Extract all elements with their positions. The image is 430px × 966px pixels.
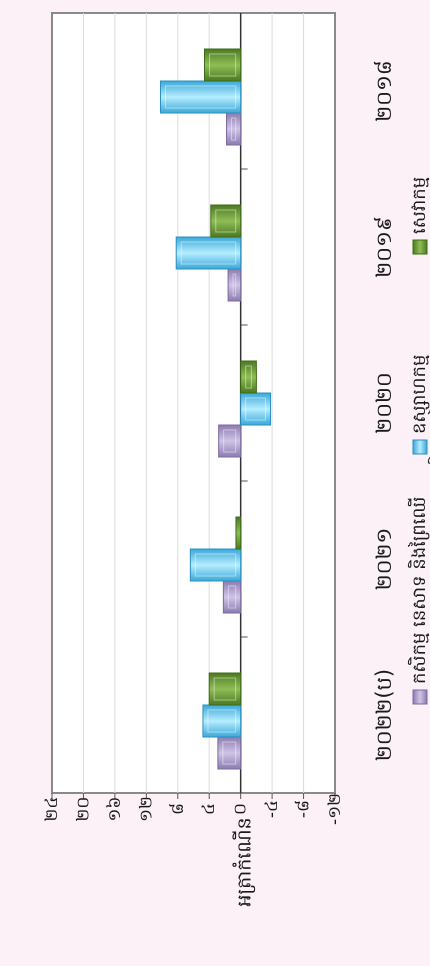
value-tick-label: -១២ xyxy=(325,793,345,825)
bar-bevel xyxy=(213,677,237,701)
bar-1-3 xyxy=(218,424,242,458)
legend-swatch xyxy=(412,689,428,705)
bar-3-4 xyxy=(235,516,242,550)
legend-swatch xyxy=(412,239,428,255)
axis-title: អត្រាកំណើន xyxy=(232,817,256,906)
plot-area xyxy=(51,12,336,799)
value-tick-label: -៤ xyxy=(262,800,282,818)
value-tick-label: ៤ xyxy=(199,803,219,815)
bar-bevel xyxy=(207,709,237,733)
bar-bevel xyxy=(164,85,237,109)
category-label: ២០១៨ xyxy=(372,60,396,122)
bar-2-4 xyxy=(189,548,242,582)
legend-label: ឧស្សាហកម្ម xyxy=(409,355,430,434)
legend-label: សេវាកម្ម xyxy=(409,177,430,234)
bar-bevel xyxy=(231,117,237,141)
bar-3-1 xyxy=(204,48,242,82)
bar-bevel xyxy=(209,53,237,77)
bar-3-5 xyxy=(208,672,242,706)
bar-2-3 xyxy=(240,392,272,426)
value-tick-label: ២០ xyxy=(73,797,93,822)
value-tick-label: ២៤ xyxy=(42,797,62,822)
value-tick-label: ០ xyxy=(231,803,251,815)
bar-bevel xyxy=(194,553,237,577)
bar-bevel xyxy=(227,585,237,609)
bar-bevel xyxy=(232,273,237,297)
plot-background xyxy=(51,12,336,794)
value-tick-label: ១៦ xyxy=(105,797,125,822)
bar-bevel xyxy=(223,429,237,453)
rotated-text-layer: -១២ -៨ -៤ ០៤៨ ១២ ១៦ ២០ ២៤ ២០១៨២០១៩២០២០២០២១២០២២(ប… xyxy=(42,60,430,906)
chart-title: ( គិតតាមថ្លៃថេរ ) xyxy=(427,362,430,479)
bar-bevel xyxy=(245,397,267,421)
bar-bevel xyxy=(215,209,237,233)
value-tick-label: -៨ xyxy=(294,800,314,818)
category-label: ២០១៩ xyxy=(372,216,396,278)
value-tick-label: ១២ xyxy=(136,796,156,822)
bar-2-1 xyxy=(159,80,242,114)
category-label: ២០២២(ប) xyxy=(372,669,396,761)
bar-3-2 xyxy=(210,204,242,238)
value-tick-label: ៨ xyxy=(168,803,188,815)
bar-bevel xyxy=(245,365,252,389)
bar-3-3 xyxy=(240,360,257,394)
legend-label: កសិកម្ម នេសាទ និងព្រៃឈើ xyxy=(407,497,430,684)
bar-2-2 xyxy=(175,236,242,270)
category-label: ២០២១ xyxy=(372,528,396,591)
bars xyxy=(159,48,272,770)
legend-swatch xyxy=(412,439,428,455)
category-label: ២០២០ xyxy=(372,372,396,434)
bar-bevel xyxy=(222,741,237,765)
bar-bevel xyxy=(180,241,237,265)
bar-2-5 xyxy=(202,704,242,738)
